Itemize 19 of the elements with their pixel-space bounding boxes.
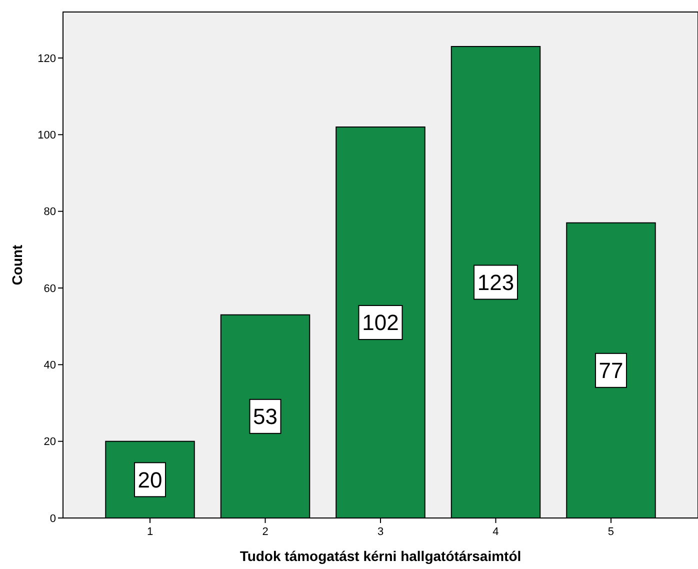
x-tick-label: 5 xyxy=(608,526,614,538)
y-tick-label: 120 xyxy=(38,52,56,65)
y-tick-label: 80 xyxy=(44,206,56,218)
x-tick-label: 1 xyxy=(146,526,154,538)
data-label: 20 xyxy=(138,467,162,492)
x-tick-label: 2 xyxy=(262,526,268,538)
y-tick-label: 0 xyxy=(50,512,56,525)
y-tick-label: 40 xyxy=(44,360,56,372)
x-axis-title: Tudok támogatást kérni hallgatótársaimtól xyxy=(240,548,522,564)
x-tick-label: 4 xyxy=(492,526,499,538)
data-label: 53 xyxy=(253,404,278,430)
y-axis-title: Count xyxy=(9,244,25,286)
x-tick-label: 3 xyxy=(377,526,384,538)
y-tick-label: 20 xyxy=(44,436,56,448)
data-label: 102 xyxy=(362,310,399,336)
data-label: 77 xyxy=(598,358,624,384)
y-tick-label: 60 xyxy=(44,282,56,295)
data-label: 123 xyxy=(477,270,514,295)
y-tick-label: 100 xyxy=(38,130,56,142)
